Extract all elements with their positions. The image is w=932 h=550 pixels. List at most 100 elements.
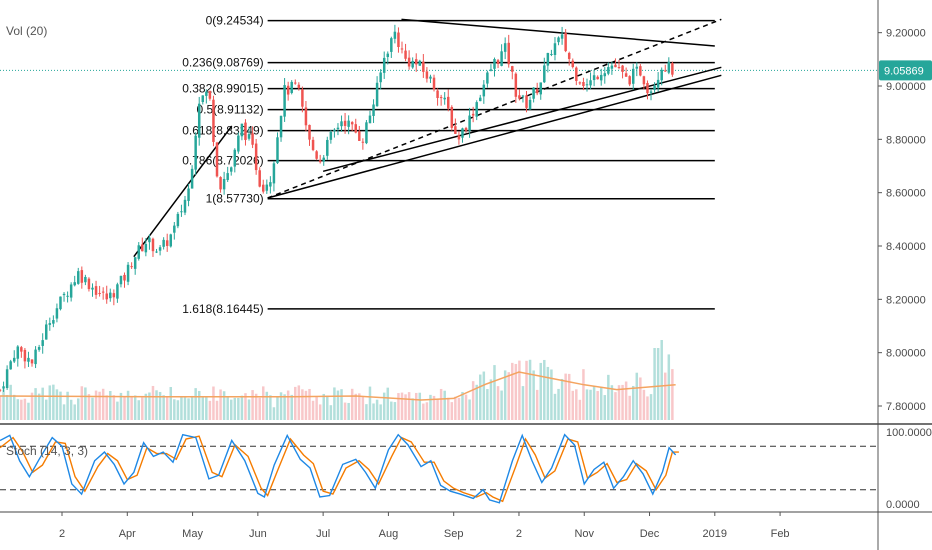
candle-body — [667, 61, 671, 73]
candle-body — [664, 70, 667, 72]
volume-bar — [560, 378, 564, 420]
volume-bar — [201, 395, 205, 420]
volume-bar — [27, 402, 30, 420]
candle-body — [304, 107, 308, 126]
current-price-badge-value: 9.05869 — [884, 65, 924, 77]
volume-bar — [390, 401, 393, 420]
candle-body — [368, 115, 372, 124]
trendline[interactable] — [401, 18, 715, 47]
volume-bar — [514, 363, 518, 420]
candle-body — [511, 66, 514, 72]
volume-indicator-label[interactable]: Vol (20) — [6, 24, 47, 38]
candle-body — [518, 95, 521, 99]
fibonacci-layer[interactable]: 0(9.24534) 0.236(9.08769) 0.382(8.99015) 0.… — [182, 14, 715, 316]
volume-bar — [187, 398, 190, 420]
volume-bar — [169, 386, 173, 420]
volume-bar — [361, 396, 365, 420]
volume-bar — [671, 369, 674, 420]
price-tick-label: 8.00000 — [886, 348, 926, 360]
volume-bar — [343, 402, 347, 420]
candle-body — [614, 64, 617, 68]
candle-body — [176, 213, 180, 227]
volume-bar — [575, 389, 578, 420]
trendline[interactable] — [267, 74, 722, 199]
candle-body — [582, 82, 585, 87]
candle-body — [69, 284, 73, 298]
volume-bar — [162, 395, 165, 420]
volume-bar — [77, 398, 80, 420]
volume-bar — [222, 391, 226, 420]
volume-bar — [333, 387, 336, 420]
candle-body — [112, 293, 116, 298]
candle-body — [493, 59, 496, 69]
volume-bar — [571, 390, 575, 420]
volume-bar — [582, 369, 585, 420]
volume-bar — [173, 399, 176, 420]
volume-bar — [382, 392, 386, 420]
candle-body — [429, 76, 432, 79]
candle-body — [450, 106, 454, 128]
candle-body — [329, 131, 333, 140]
volume-bar — [16, 399, 20, 420]
volume-bar — [404, 394, 407, 420]
volume-bar — [237, 397, 240, 420]
volume-bar — [55, 389, 59, 420]
fib-level-label: 0.618(8.83249) — [182, 124, 263, 138]
dashed-trendline[interactable] — [267, 18, 722, 199]
candle-body — [656, 79, 660, 88]
volume-bar — [350, 388, 354, 420]
volume-bar — [290, 394, 293, 420]
volume-bar — [69, 399, 73, 420]
candle-body — [59, 296, 62, 310]
volume-bar — [617, 385, 621, 420]
stochastic-indicator-label[interactable]: Stoch (14, 3, 3) — [6, 444, 88, 458]
candle-body — [45, 324, 48, 340]
volume-bar — [258, 397, 261, 420]
candle-body — [80, 270, 84, 283]
volume-bar — [496, 386, 500, 420]
candle-body — [425, 71, 429, 79]
candle-body — [557, 37, 560, 43]
candle-body — [109, 292, 112, 299]
volume-bar — [450, 402, 454, 420]
candle-body — [237, 135, 240, 152]
volume-bar — [286, 390, 290, 420]
candle-body — [596, 76, 599, 80]
candle-body — [539, 82, 542, 95]
candle-body — [297, 84, 301, 89]
candle-body — [34, 349, 37, 365]
candle-body — [290, 81, 293, 93]
volume-bar — [133, 395, 137, 420]
candle-body — [55, 308, 59, 319]
volume-bar — [429, 394, 432, 420]
candle-body — [507, 42, 510, 65]
stoch-tick-label: 0.0000 — [886, 499, 920, 511]
volume-bar — [418, 392, 422, 420]
volume-bar — [297, 385, 301, 420]
candle-body — [436, 90, 439, 98]
price-tick-label: 7.80000 — [886, 401, 926, 413]
candle-body — [116, 284, 119, 299]
volume-bar — [607, 374, 610, 420]
candle-body — [180, 211, 183, 213]
volume-bar — [262, 386, 265, 420]
candle-body — [361, 141, 365, 143]
volume-bar — [489, 379, 493, 420]
price-tick-label: 9.20000 — [886, 28, 926, 40]
volume-bar — [183, 396, 187, 420]
trendline[interactable] — [133, 125, 233, 258]
candle-body — [631, 68, 635, 84]
volume-bar — [98, 391, 101, 420]
candle-body — [546, 52, 550, 66]
volume-bar — [158, 391, 162, 420]
candle-body — [607, 67, 610, 74]
volume-bar — [119, 392, 123, 420]
candle-body — [404, 50, 407, 59]
volume-bar — [240, 395, 244, 420]
volume-bar — [112, 395, 116, 420]
candle-body — [48, 323, 52, 325]
volume-bar — [34, 388, 37, 420]
candle-body — [16, 346, 20, 359]
